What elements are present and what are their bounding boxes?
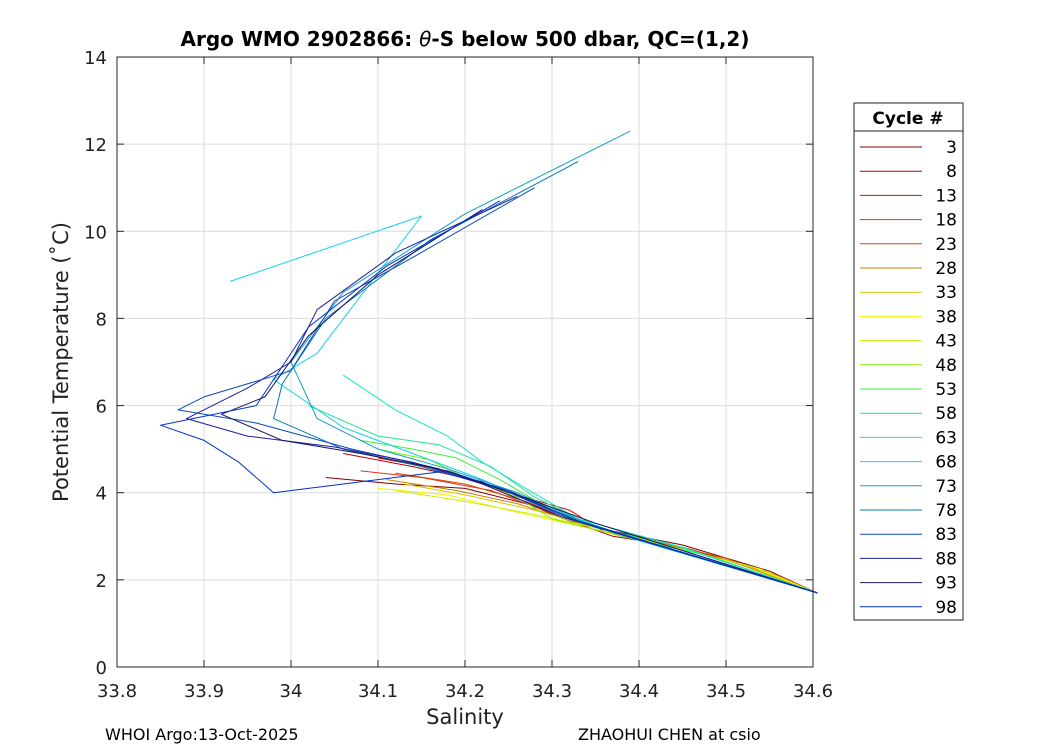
y-tick-label: 6 xyxy=(96,397,107,418)
legend-label-cycle-68: 68 xyxy=(935,453,957,473)
legend-label-cycle-83: 83 xyxy=(935,525,957,545)
x-tick-label: 34.3 xyxy=(532,681,572,702)
x-axis-label: Salinity xyxy=(426,705,504,729)
series-line-cycle-98 xyxy=(160,200,818,594)
legend-label-cycle-88: 88 xyxy=(935,549,957,569)
legend-label-cycle-98: 98 xyxy=(935,598,957,618)
legend-label-cycle-58: 58 xyxy=(935,404,957,424)
y-tick-label: 4 xyxy=(96,484,107,505)
footer-right: ZHAOHUI CHEN at csio xyxy=(578,725,761,744)
y-tick-label: 12 xyxy=(84,135,107,156)
y-tick-label: 2 xyxy=(96,571,107,592)
x-tick-label: 33.9 xyxy=(184,681,224,702)
y-tick-label: 8 xyxy=(96,309,107,330)
series-line-cycle-53 xyxy=(360,439,818,594)
x-axis: 33.8 33.9 34 34.1 34.2 34.3 34.4 34.5 34.6 xyxy=(97,57,833,702)
series-line-cycle-63 xyxy=(342,374,818,594)
legend-label-cycle-63: 63 xyxy=(935,428,957,448)
chart-title: Argo WMO 2902866: θ-S below 500 dbar, QC… xyxy=(181,27,750,51)
y-axis-label: Potential Temperature (˚C) xyxy=(49,222,73,502)
legend-label-cycle-18: 18 xyxy=(935,211,957,231)
series-line-cycle-78 xyxy=(273,161,818,594)
x-tick-label: 34.4 xyxy=(619,681,659,702)
series-group xyxy=(160,130,818,594)
x-tick-label: 34.1 xyxy=(358,681,398,702)
legend-label-cycle-93: 93 xyxy=(935,574,957,594)
x-tick-label: 34.5 xyxy=(706,681,746,702)
legend-label-cycle-53: 53 xyxy=(935,380,957,400)
legend-title: Cycle # xyxy=(872,109,943,129)
footer-left: WHOI Argo:13-Oct-2025 xyxy=(105,725,299,744)
legend-label-cycle-48: 48 xyxy=(935,356,957,376)
x-tick-label: 33.8 xyxy=(97,681,137,702)
legend-label-cycle-38: 38 xyxy=(935,307,957,327)
legend-label-cycle-33: 33 xyxy=(935,283,957,303)
x-tick-label: 34 xyxy=(280,681,303,702)
series-line-cycle-93 xyxy=(220,209,818,594)
legend-label-cycle-43: 43 xyxy=(935,332,957,352)
y-tick-label: 10 xyxy=(84,222,107,243)
series-line-cycle-88 xyxy=(186,195,818,594)
x-tick-label: 34.2 xyxy=(445,681,485,702)
y-tick-label: 14 xyxy=(84,48,107,69)
legend-label-cycle-28: 28 xyxy=(935,259,957,279)
legend-label-cycle-3: 3 xyxy=(946,138,957,158)
legend-label-cycle-73: 73 xyxy=(935,477,957,497)
legend-label-cycle-23: 23 xyxy=(935,235,957,255)
legend-label-cycle-13: 13 xyxy=(935,186,957,206)
legend-label-cycle-78: 78 xyxy=(935,501,957,521)
y-tick-label: 0 xyxy=(96,658,107,679)
legend-label-cycle-8: 8 xyxy=(946,162,957,182)
x-tick-label: 34.6 xyxy=(793,681,833,702)
y-axis: 0 2 4 6 8 10 12 14 xyxy=(84,48,813,679)
legend: Cycle # 38131823283338434853586368737883… xyxy=(853,102,964,621)
